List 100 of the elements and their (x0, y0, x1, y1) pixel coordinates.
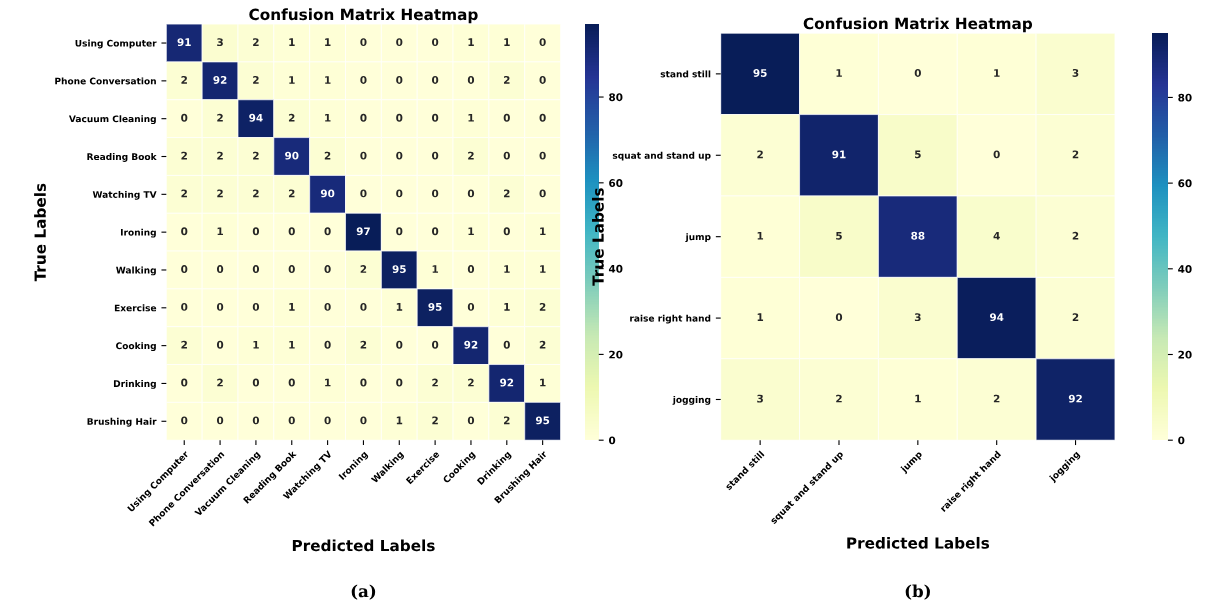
data-label: 0 (252, 302, 260, 311)
data-label: 2 (539, 340, 546, 349)
data-label: 1 (217, 227, 223, 236)
data-label: 0 (252, 265, 260, 273)
data-label: 1 (915, 394, 921, 403)
data-label: 0 (467, 76, 475, 84)
data-label: 0 (396, 340, 403, 349)
data-label: 1 (504, 303, 510, 311)
data-label: 0 (360, 113, 367, 122)
data-label: 0 (914, 69, 921, 77)
data-label: 0 (431, 227, 439, 236)
data-label: 3 (914, 313, 921, 322)
data-label: 0 (252, 416, 260, 425)
data-label: 1 (396, 416, 403, 425)
data-label: 5 (836, 231, 842, 240)
data-label: 0 (181, 265, 188, 273)
y-tick-label: Phone Conversation (55, 77, 156, 85)
data-label: 0 (181, 113, 188, 122)
data-label: 0 (396, 113, 403, 122)
data-label: 1 (325, 378, 331, 387)
y-tick-label: squat and stand up (612, 151, 711, 161)
data-label: 0 (467, 265, 475, 273)
data-label: 0 (324, 227, 331, 236)
data-label: 2 (468, 378, 474, 387)
data-label: 1 (468, 38, 474, 46)
data-label: 95 (753, 69, 767, 77)
data-label: 2 (1072, 313, 1079, 321)
y-tick-label: Cooking (116, 342, 156, 352)
data-label: 0 (467, 302, 475, 311)
color-bar-label: 60 (1178, 179, 1192, 188)
text: (b) (905, 584, 930, 600)
y-tick-label: Ironing (121, 228, 156, 238)
data-label: 1 (289, 76, 295, 84)
data-label: 0 (360, 38, 367, 47)
data-label: 0 (396, 38, 403, 47)
data-label: 2 (757, 150, 763, 159)
data-label: 0 (252, 378, 260, 387)
y-tick-label: Brushing Hair (87, 417, 157, 427)
y-axis-title: True Labels (592, 188, 604, 286)
data-label: 0 (396, 189, 403, 198)
data-label: 1 (289, 38, 295, 46)
color-bar-label: 20 (609, 350, 623, 359)
y-tick-label: Using Computer (75, 39, 157, 49)
data-label: 1 (325, 76, 331, 84)
data-label: 2 (360, 340, 367, 349)
data-label: 2 (1072, 231, 1079, 240)
data-label: 3 (217, 38, 223, 47)
data-label: 0 (503, 151, 510, 160)
data-label: 0 (835, 313, 843, 322)
data-label: 2 (432, 416, 438, 425)
y-tick-label: Drinking (113, 380, 156, 389)
data-label: 0 (539, 151, 546, 160)
data-label: 1 (540, 265, 546, 273)
data-label: 90 (285, 151, 299, 160)
data-label: 91 (177, 38, 191, 47)
data-label: 94 (989, 313, 1004, 322)
y-tick-label: jump (685, 233, 711, 243)
chart-title: Confusion Matrix Heatmap (249, 8, 478, 24)
data-label: 0 (181, 302, 188, 311)
data-label: 92 (213, 76, 227, 84)
data-label: 92 (500, 378, 514, 387)
data-label: 1 (325, 113, 331, 122)
y-tick-label: Reading Book (87, 153, 157, 162)
data-label: 1 (432, 265, 439, 273)
y-axis-title: True Labels (34, 183, 46, 282)
data-label: 0 (360, 189, 367, 198)
data-label: 2 (217, 378, 223, 387)
data-label: 1 (540, 227, 546, 236)
data-label: 1 (504, 265, 510, 273)
data-label: 2 (324, 151, 331, 160)
data-label: 2 (288, 113, 295, 122)
data-label: 95 (392, 265, 406, 273)
data-label: 5 (915, 150, 921, 159)
data-label: 0 (396, 76, 403, 84)
data-label: 1 (468, 113, 474, 122)
data-label: 2 (253, 189, 259, 198)
data-label: 0 (216, 416, 224, 425)
data-label: 0 (503, 113, 510, 122)
data-label: 92 (1068, 394, 1082, 403)
data-label: 2 (181, 340, 187, 349)
color-bar-label: 40 (608, 264, 623, 273)
data-label: 2 (288, 189, 295, 198)
data-label: 0 (431, 189, 439, 198)
data-label: 2 (468, 151, 474, 160)
data-label: 0 (396, 378, 403, 387)
data-label: 1 (994, 69, 1000, 77)
data-label: 0 (360, 302, 367, 311)
data-label: 0 (503, 340, 510, 349)
y-tick-label: Walking (116, 266, 156, 276)
color-bar-label: 20 (1178, 350, 1192, 359)
data-label: 1 (396, 303, 403, 311)
data-label: 0 (360, 151, 367, 160)
data-label: 0 (467, 189, 475, 198)
y-tick-label: stand still (660, 70, 711, 78)
data-label: 2 (360, 265, 367, 273)
data-label: 0 (360, 378, 367, 387)
data-label: 0 (288, 416, 295, 425)
data-label: 1 (253, 340, 259, 349)
data-label: 0 (181, 227, 188, 236)
data-label: 0 (181, 378, 188, 387)
